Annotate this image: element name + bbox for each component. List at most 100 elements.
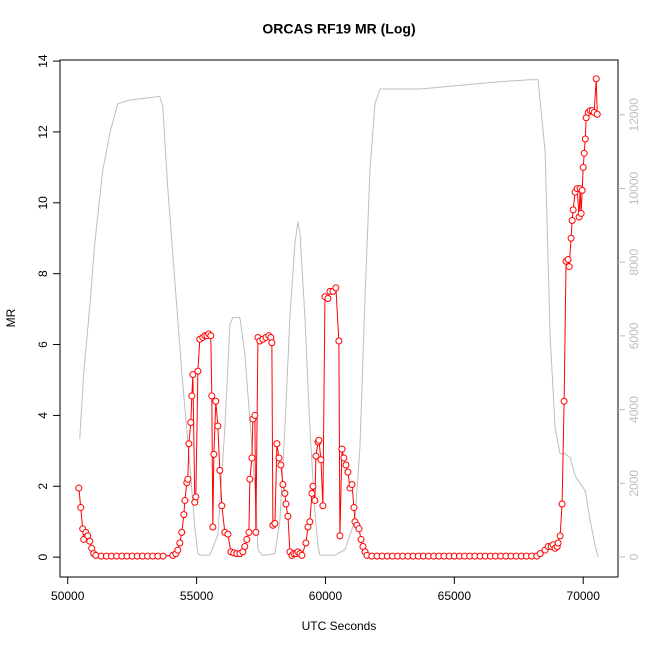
data-point xyxy=(174,546,182,554)
data-point xyxy=(298,551,306,559)
y-tick-label: 10 xyxy=(36,196,50,210)
data-point xyxy=(579,163,587,171)
data-point xyxy=(568,217,576,225)
data-point xyxy=(578,186,586,194)
data-point xyxy=(560,397,568,405)
x-tick-label: 70000 xyxy=(567,589,601,603)
data-point xyxy=(268,339,276,347)
data-point xyxy=(277,461,285,469)
data-point xyxy=(556,532,564,540)
y2-tick-label: 2000 xyxy=(627,470,641,497)
data-point xyxy=(332,284,340,292)
data-point xyxy=(324,294,332,302)
data-point xyxy=(306,518,314,526)
data-point xyxy=(308,489,316,497)
data-point xyxy=(209,523,217,531)
data-point xyxy=(187,419,195,427)
data-point xyxy=(271,519,279,527)
data-point xyxy=(577,209,585,217)
y2-tick-label: 10000 xyxy=(627,171,641,205)
data-point xyxy=(212,397,220,405)
y-tick-label: 0 xyxy=(36,554,50,561)
y2-tick-label: 8000 xyxy=(627,249,641,276)
data-point xyxy=(241,543,249,551)
data-point xyxy=(344,468,352,476)
data-point xyxy=(342,461,350,469)
data-point xyxy=(176,539,184,547)
data-point xyxy=(216,466,224,474)
data-point xyxy=(248,454,256,462)
data-point xyxy=(317,456,325,464)
y2-tick-label: 6000 xyxy=(627,322,641,349)
y-tick-label: 4 xyxy=(36,412,50,419)
y2-tick-label: 0 xyxy=(627,553,641,560)
data-point xyxy=(284,512,292,520)
y-tick-label: 14 xyxy=(36,54,50,68)
y2-tick-label: 12000 xyxy=(627,98,641,132)
data-point xyxy=(273,440,281,448)
series-line xyxy=(79,79,599,558)
data-point xyxy=(338,445,346,453)
data-point xyxy=(302,539,310,547)
y2-tick-label: 4000 xyxy=(627,396,641,423)
plot-box xyxy=(59,59,619,578)
data-point xyxy=(312,452,320,460)
x-axis-label: UTC Seconds xyxy=(302,619,377,633)
data-point xyxy=(180,511,188,519)
data-point xyxy=(185,440,193,448)
data-point xyxy=(282,500,290,508)
data-point xyxy=(281,489,289,497)
data-point xyxy=(214,422,222,430)
y-tick-label: 6 xyxy=(36,341,50,348)
data-point xyxy=(554,539,562,547)
data-point xyxy=(340,454,348,462)
data-point xyxy=(567,234,575,242)
data-point xyxy=(224,530,232,538)
x-tick-label: 60000 xyxy=(309,589,343,603)
data-point xyxy=(245,528,253,536)
data-point xyxy=(207,332,215,340)
data-point xyxy=(569,206,577,214)
series-line xyxy=(78,78,598,557)
data-point xyxy=(315,436,323,444)
data-point xyxy=(218,502,226,510)
y-tick-label: 8 xyxy=(36,270,50,277)
data-point xyxy=(309,482,317,490)
data-point xyxy=(251,411,259,419)
data-point xyxy=(564,256,572,264)
data-point xyxy=(188,392,196,400)
x-tick-label: 50000 xyxy=(51,589,85,603)
data-point xyxy=(593,110,601,118)
data-point xyxy=(159,552,167,560)
data-point xyxy=(192,493,200,501)
data-point xyxy=(357,535,365,543)
data-point xyxy=(565,263,573,271)
y-axis-label: MR xyxy=(4,308,18,327)
data-point xyxy=(77,504,85,512)
data-point xyxy=(311,496,319,504)
data-point xyxy=(580,149,588,157)
data-point xyxy=(336,532,344,540)
data-point xyxy=(348,481,356,489)
data-point xyxy=(350,504,358,512)
data-point xyxy=(252,528,260,536)
data-point xyxy=(184,475,192,483)
data-point xyxy=(279,481,287,489)
data-point xyxy=(210,450,218,458)
data-point xyxy=(335,337,343,345)
data-point xyxy=(181,496,189,504)
y-tick-label: 2 xyxy=(36,483,50,490)
data-point xyxy=(246,475,254,483)
data-point xyxy=(178,528,186,536)
x-tick-label: 55000 xyxy=(180,589,214,603)
data-point xyxy=(536,550,544,558)
data-point xyxy=(243,535,251,543)
data-point xyxy=(581,135,589,143)
data-point xyxy=(275,454,283,462)
chart-title: ORCAS RF19 MR (Log) xyxy=(262,21,415,37)
data-point xyxy=(208,392,216,400)
x-tick-label: 65000 xyxy=(438,589,472,603)
data-point xyxy=(86,537,94,545)
data-point xyxy=(194,367,202,375)
